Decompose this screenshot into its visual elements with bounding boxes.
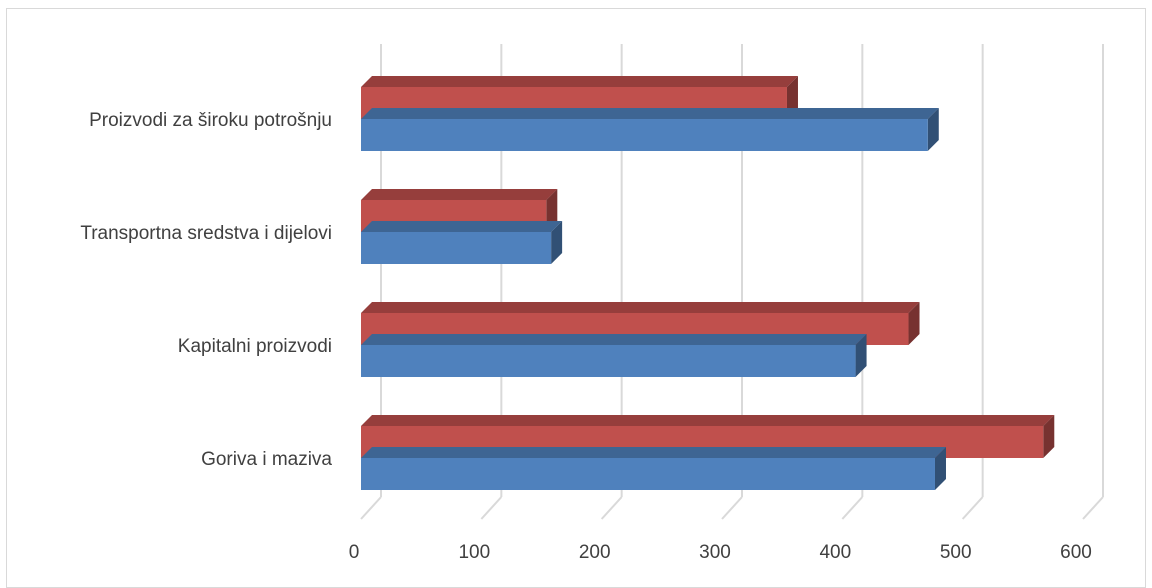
bar-top-face: [361, 76, 798, 87]
floor-line-500: [961, 496, 984, 520]
bar-top-face: [361, 334, 867, 345]
x-tick-label: 600: [1060, 542, 1092, 563]
x-tick-label: 300: [699, 542, 731, 563]
bar-blue-3: [361, 108, 939, 151]
category-label: Proizvodi za široku potrošnju: [89, 110, 332, 131]
bars: [361, 76, 1055, 490]
bar-blue-2: [361, 221, 563, 264]
floor-line-400: [841, 496, 864, 520]
x-tick-label: 400: [819, 542, 851, 563]
floor-line-200: [600, 496, 623, 520]
bar-blue-0: [361, 447, 946, 490]
bar-side-face: [927, 108, 939, 151]
x-tick-label: 200: [579, 542, 611, 563]
bar-top-face: [361, 447, 946, 458]
bar-top-face: [361, 415, 1055, 426]
bar-top-face: [361, 108, 939, 119]
bar-side-face: [1043, 415, 1055, 458]
floor-line-300: [721, 496, 743, 520]
bar-side-face: [855, 334, 867, 377]
category-label: Kapitalni proizvodi: [178, 336, 332, 357]
floor-line-0: [360, 496, 382, 520]
bar-top-face: [361, 221, 563, 232]
x-tick-label: 0: [349, 542, 360, 563]
x-axis-tick-labels: 0 100 200 300 400 500 600: [349, 542, 1092, 563]
bar-top-face: [361, 302, 920, 313]
bar-side-face: [908, 302, 920, 345]
bar-top-face: [361, 189, 558, 200]
floor-line-100: [480, 496, 503, 520]
category-label: Transportna sredstva i dijelovi: [80, 223, 332, 244]
x-tick-label: 100: [458, 542, 490, 563]
x-tick-label: 500: [940, 542, 972, 563]
bar-front-face: [361, 119, 928, 151]
category-labels: Goriva i maziva Kapitalni proizvodi Transp…: [80, 110, 332, 470]
category-label: Goriva i maziva: [201, 449, 332, 470]
bar-side-face: [934, 447, 946, 490]
bar-front-face: [361, 232, 552, 264]
bar-front-face: [361, 345, 856, 377]
bar-front-face: [361, 458, 935, 490]
bar-blue-1: [361, 334, 867, 377]
bar-side-face: [551, 221, 563, 264]
floor-line-600: [1082, 496, 1104, 520]
